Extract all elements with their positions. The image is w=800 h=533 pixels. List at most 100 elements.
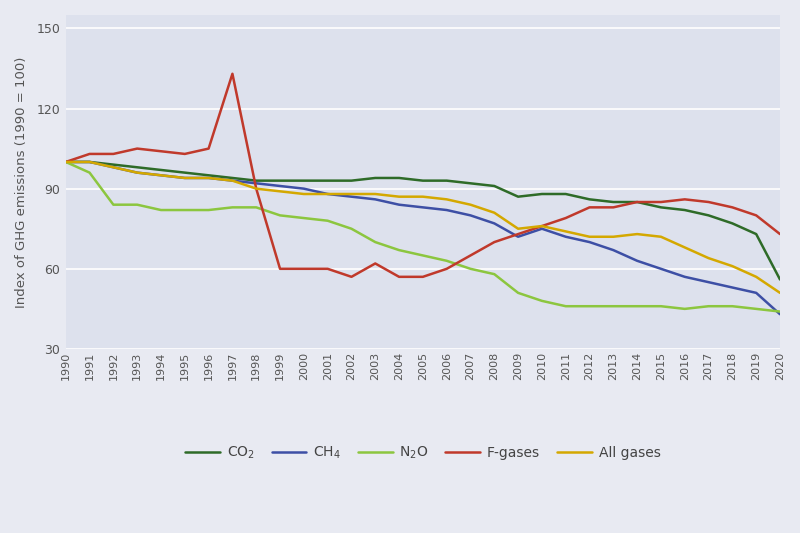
CH$_4$ bbox=[680, 273, 690, 280]
Line: CH$_4$: CH$_4$ bbox=[66, 162, 780, 314]
CH$_4$ bbox=[275, 183, 285, 189]
Line: All gases: All gases bbox=[66, 162, 780, 293]
All gases bbox=[632, 231, 642, 237]
F-gases bbox=[514, 231, 523, 237]
CH$_4$ bbox=[466, 212, 475, 219]
CO$_2$ bbox=[204, 172, 214, 179]
CO$_2$ bbox=[775, 276, 785, 282]
N$_2$O bbox=[109, 201, 118, 208]
F-gases bbox=[704, 199, 714, 205]
CH$_4$ bbox=[61, 159, 70, 165]
All gases bbox=[299, 191, 309, 197]
F-gases bbox=[204, 146, 214, 152]
N$_2$O bbox=[323, 217, 333, 224]
CO$_2$ bbox=[85, 159, 94, 165]
All gases bbox=[180, 175, 190, 181]
N$_2$O bbox=[656, 303, 666, 310]
F-gases bbox=[775, 231, 785, 237]
All gases bbox=[680, 244, 690, 251]
F-gases bbox=[490, 239, 499, 245]
Line: F-gases: F-gases bbox=[66, 74, 780, 277]
F-gases bbox=[323, 265, 333, 272]
All gases bbox=[561, 228, 570, 235]
N$_2$O bbox=[61, 159, 70, 165]
F-gases bbox=[132, 146, 142, 152]
CO$_2$ bbox=[442, 177, 451, 184]
All gases bbox=[204, 175, 214, 181]
CO$_2$ bbox=[466, 180, 475, 187]
CO$_2$ bbox=[514, 193, 523, 200]
F-gases bbox=[751, 212, 761, 219]
CH$_4$ bbox=[418, 204, 428, 211]
F-gases bbox=[299, 265, 309, 272]
CH$_4$ bbox=[585, 239, 594, 245]
CO$_2$ bbox=[704, 212, 714, 219]
All gases bbox=[132, 169, 142, 176]
CH$_4$ bbox=[180, 175, 190, 181]
CH$_4$ bbox=[751, 289, 761, 296]
CO$_2$ bbox=[537, 191, 546, 197]
CO$_2$ bbox=[132, 164, 142, 171]
F-gases bbox=[466, 252, 475, 259]
CO$_2$ bbox=[323, 177, 333, 184]
N$_2$O bbox=[561, 303, 570, 310]
CH$_4$ bbox=[85, 159, 94, 165]
All gases bbox=[109, 164, 118, 171]
N$_2$O bbox=[537, 297, 546, 304]
CO$_2$ bbox=[561, 191, 570, 197]
N$_2$O bbox=[680, 306, 690, 312]
F-gases bbox=[561, 215, 570, 221]
All gases bbox=[537, 223, 546, 229]
CH$_4$ bbox=[204, 175, 214, 181]
F-gases bbox=[609, 204, 618, 211]
All gases bbox=[656, 233, 666, 240]
CH$_4$ bbox=[561, 233, 570, 240]
F-gases bbox=[61, 159, 70, 165]
All gases bbox=[775, 289, 785, 296]
N$_2$O bbox=[275, 212, 285, 219]
Legend: CO$_2$, CH$_4$, N$_2$O, F-gases, All gases: CO$_2$, CH$_4$, N$_2$O, F-gases, All gas… bbox=[180, 439, 666, 467]
F-gases bbox=[346, 273, 356, 280]
F-gases bbox=[537, 223, 546, 229]
CH$_4$ bbox=[251, 180, 261, 187]
N$_2$O bbox=[442, 257, 451, 264]
CO$_2$ bbox=[680, 207, 690, 213]
CH$_4$ bbox=[775, 311, 785, 318]
CO$_2$ bbox=[751, 231, 761, 237]
All gases bbox=[442, 196, 451, 203]
F-gases bbox=[442, 265, 451, 272]
CH$_4$ bbox=[156, 172, 166, 179]
N$_2$O bbox=[180, 207, 190, 213]
Line: CO$_2$: CO$_2$ bbox=[66, 162, 780, 279]
All gases bbox=[490, 209, 499, 216]
All gases bbox=[346, 191, 356, 197]
CO$_2$ bbox=[228, 175, 238, 181]
CO$_2$ bbox=[180, 169, 190, 176]
F-gases bbox=[275, 265, 285, 272]
N$_2$O bbox=[466, 265, 475, 272]
N$_2$O bbox=[251, 204, 261, 211]
F-gases bbox=[632, 199, 642, 205]
CH$_4$ bbox=[727, 284, 737, 290]
CH$_4$ bbox=[323, 191, 333, 197]
CO$_2$ bbox=[109, 161, 118, 168]
CO$_2$ bbox=[490, 183, 499, 189]
CO$_2$ bbox=[418, 177, 428, 184]
All gases bbox=[609, 233, 618, 240]
All gases bbox=[418, 193, 428, 200]
N$_2$O bbox=[132, 201, 142, 208]
All gases bbox=[704, 255, 714, 261]
All gases bbox=[585, 233, 594, 240]
F-gases bbox=[680, 196, 690, 203]
CH$_4$ bbox=[490, 220, 499, 227]
CH$_4$ bbox=[609, 247, 618, 253]
CH$_4$ bbox=[704, 279, 714, 285]
All gases bbox=[394, 193, 404, 200]
CO$_2$ bbox=[585, 196, 594, 203]
All gases bbox=[85, 159, 94, 165]
F-gases bbox=[656, 199, 666, 205]
CO$_2$ bbox=[299, 177, 309, 184]
N$_2$O bbox=[585, 303, 594, 310]
N$_2$O bbox=[751, 306, 761, 312]
All gases bbox=[514, 225, 523, 232]
